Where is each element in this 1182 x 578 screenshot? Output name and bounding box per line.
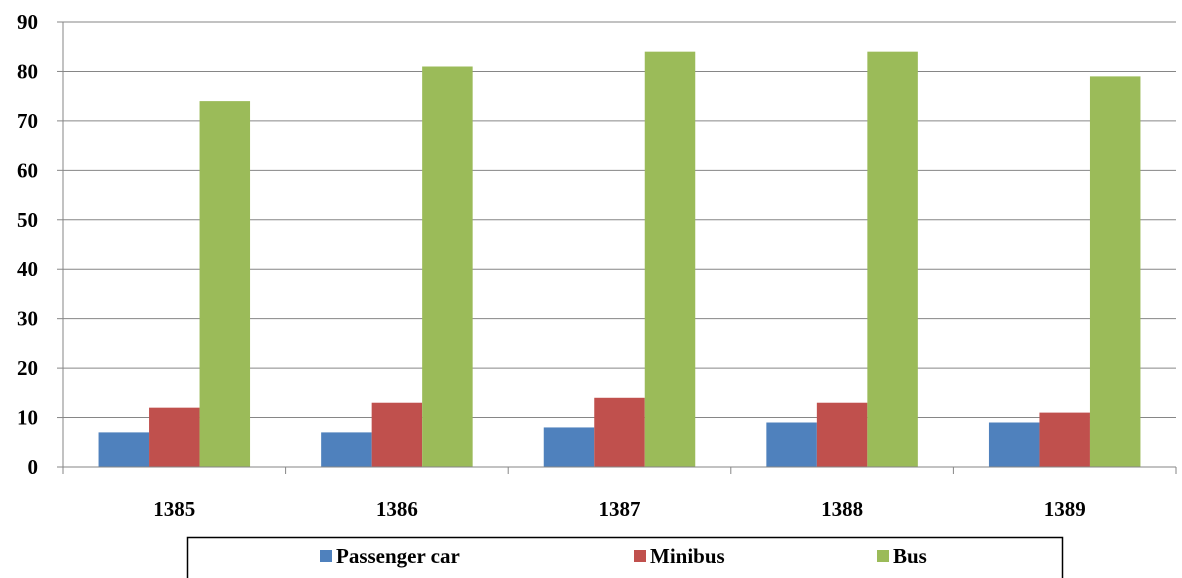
x-tick-label: 1387 — [599, 497, 641, 521]
bar-bus-1387 — [644, 51, 696, 468]
y-tick-label: 10 — [17, 406, 38, 430]
x-axis-tick-labels: 1385 1386 1387 1388 1389 — [153, 497, 1085, 521]
bar-passenger-car-1387 — [543, 427, 595, 467]
y-tick-label: 60 — [17, 158, 38, 182]
bar-minibus-1386 — [371, 402, 423, 467]
y-tick-label: 80 — [17, 59, 38, 83]
bar-bus-1388 — [867, 51, 918, 468]
bar-bus-1389 — [1089, 76, 1141, 467]
bar-passenger-car-1386 — [321, 432, 372, 467]
y-tick-label: 40 — [17, 257, 38, 281]
bar-minibus-1388 — [816, 402, 868, 467]
y-tick-label: 50 — [17, 208, 38, 232]
bar-minibus-1389 — [1039, 412, 1090, 467]
legend-box — [186, 536, 1064, 578]
y-tick-label: 90 — [17, 10, 38, 34]
bar-bus-1385 — [199, 101, 251, 467]
bar-passenger-car-1389 — [988, 422, 1040, 467]
legend-label: Passenger car — [336, 544, 460, 568]
bar-passenger-car-1385 — [98, 432, 150, 467]
x-tick-label: 1389 — [1044, 497, 1086, 521]
legend-swatch-minibus — [634, 550, 646, 562]
y-tick-label: 20 — [17, 356, 38, 380]
axes — [57, 21, 1177, 474]
x-tick-label: 1385 — [153, 497, 195, 521]
legend-label: Bus — [893, 544, 927, 568]
bar-passenger-car-1388 — [766, 422, 817, 467]
y-tick-label: 30 — [17, 307, 38, 331]
y-tick-label: 0 — [28, 455, 39, 479]
y-axis-tick-labels: 0 10 20 30 40 50 60 70 80 90 — [17, 10, 38, 479]
x-tick-label: 1388 — [821, 497, 863, 521]
legend: Passenger car Minibus Bus — [186, 536, 1064, 578]
bars — [98, 51, 1141, 468]
bar-minibus-1385 — [149, 407, 200, 467]
y-tick-label: 70 — [17, 109, 38, 133]
legend-label: Minibus — [650, 544, 725, 568]
bar-bus-1386 — [422, 66, 473, 467]
legend-swatch-bus — [877, 550, 889, 562]
bar-minibus-1387 — [594, 397, 645, 467]
legend-swatch-passenger-car — [320, 550, 332, 562]
x-tick-label: 1386 — [376, 497, 418, 521]
